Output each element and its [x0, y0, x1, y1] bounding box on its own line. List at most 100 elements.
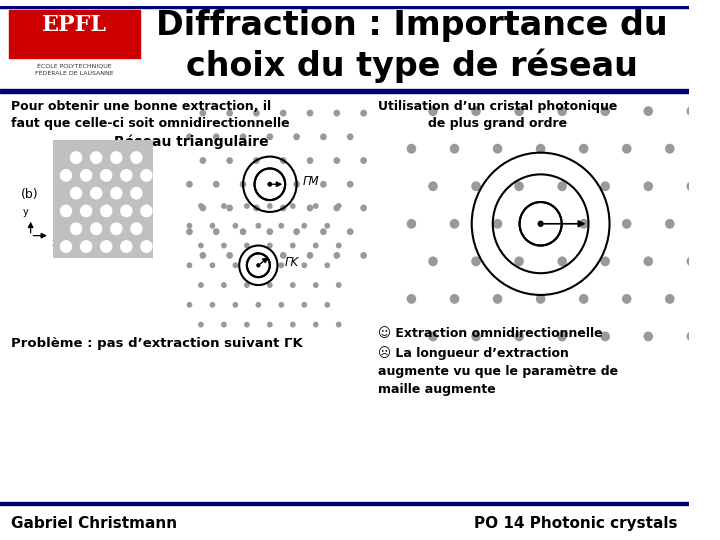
Circle shape [130, 187, 143, 200]
Circle shape [492, 294, 503, 304]
Circle shape [279, 223, 284, 229]
Circle shape [428, 332, 438, 341]
Text: ÉCOLE POLYTECHNIQUE
FÉDÉRALE DE LAUSANNE: ÉCOLE POLYTECHNIQUE FÉDÉRALE DE LAUSANNE [35, 63, 114, 76]
Circle shape [557, 256, 567, 266]
Text: Réseau triangulaire: Réseau triangulaire [114, 135, 269, 150]
Circle shape [472, 256, 481, 266]
Circle shape [199, 157, 206, 164]
Circle shape [347, 228, 354, 235]
Circle shape [280, 157, 287, 164]
Circle shape [557, 181, 567, 191]
Circle shape [428, 256, 438, 266]
Circle shape [120, 169, 132, 182]
Circle shape [240, 181, 246, 188]
Circle shape [333, 205, 340, 212]
Circle shape [360, 205, 367, 212]
Circle shape [579, 219, 588, 229]
Circle shape [268, 183, 271, 186]
Bar [0, 502, 689, 505]
Circle shape [60, 205, 72, 218]
Circle shape [110, 151, 122, 164]
Bar [9, 10, 140, 58]
Circle shape [100, 169, 112, 182]
Circle shape [130, 222, 143, 235]
Circle shape [213, 181, 220, 188]
Circle shape [536, 144, 546, 153]
Circle shape [186, 223, 192, 229]
Circle shape [233, 302, 238, 308]
Circle shape [539, 221, 543, 226]
Circle shape [290, 242, 296, 248]
Circle shape [514, 256, 524, 266]
Circle shape [60, 240, 72, 253]
Circle shape [257, 264, 260, 267]
Circle shape [336, 282, 341, 288]
Circle shape [290, 203, 296, 209]
Circle shape [247, 253, 270, 277]
Circle shape [644, 181, 653, 191]
Circle shape [307, 252, 313, 259]
Circle shape [313, 282, 319, 288]
Circle shape [120, 205, 132, 218]
Circle shape [140, 169, 153, 182]
Circle shape [267, 282, 273, 288]
Circle shape [186, 228, 193, 235]
Circle shape [428, 181, 438, 191]
Circle shape [253, 252, 260, 259]
Circle shape [313, 322, 319, 328]
Circle shape [244, 322, 250, 328]
Circle shape [622, 144, 631, 153]
Circle shape [687, 256, 696, 266]
Circle shape [302, 302, 307, 308]
Circle shape [210, 302, 215, 308]
Circle shape [198, 282, 204, 288]
Circle shape [622, 294, 631, 304]
Circle shape [333, 252, 340, 259]
Circle shape [266, 181, 273, 188]
Text: y: y [23, 207, 29, 217]
Circle shape [290, 282, 296, 288]
Circle shape [333, 157, 340, 164]
Circle shape [279, 302, 284, 308]
Circle shape [267, 242, 273, 248]
Circle shape [267, 203, 273, 209]
Bar [53, 140, 153, 258]
Circle shape [579, 294, 588, 304]
Circle shape [407, 294, 416, 304]
Circle shape [472, 332, 481, 341]
Circle shape [557, 106, 567, 116]
Circle shape [280, 252, 287, 259]
Circle shape [492, 219, 503, 229]
Circle shape [221, 203, 227, 209]
Circle shape [226, 110, 233, 117]
Circle shape [186, 133, 193, 140]
Circle shape [644, 332, 653, 341]
Circle shape [428, 106, 438, 116]
Circle shape [221, 242, 227, 248]
Circle shape [347, 133, 354, 140]
Circle shape [347, 181, 354, 188]
Text: Pour obtenir une bonne extraction, il
faut que celle-ci soit omnidirectionnelle: Pour obtenir une bonne extraction, il fa… [12, 100, 290, 130]
Circle shape [70, 222, 82, 235]
Text: x: x [52, 238, 58, 248]
Circle shape [60, 169, 72, 182]
Circle shape [293, 133, 300, 140]
Circle shape [536, 294, 546, 304]
Circle shape [221, 282, 227, 288]
Circle shape [213, 133, 220, 140]
Circle shape [336, 203, 341, 209]
Circle shape [536, 219, 546, 229]
Circle shape [622, 219, 631, 229]
Circle shape [186, 302, 192, 308]
Circle shape [450, 219, 459, 229]
Circle shape [579, 144, 588, 153]
Circle shape [325, 223, 330, 229]
Circle shape [450, 144, 459, 153]
Circle shape [320, 133, 327, 140]
Text: Diffraction : Importance du
choix du type de réseau: Diffraction : Importance du choix du typ… [156, 9, 667, 83]
Circle shape [290, 322, 296, 328]
Circle shape [253, 157, 260, 164]
Circle shape [280, 205, 287, 212]
Circle shape [233, 262, 238, 268]
Circle shape [336, 322, 341, 328]
